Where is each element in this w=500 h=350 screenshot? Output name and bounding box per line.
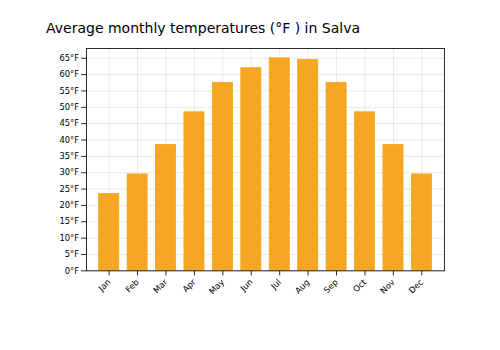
svg-text:25°F: 25°F [59, 184, 79, 194]
svg-text:45°F: 45°F [59, 118, 79, 128]
svg-text:Dec: Dec [407, 277, 426, 296]
svg-text:15°F: 15°F [59, 216, 79, 226]
svg-text:55°F: 55°F [59, 86, 79, 96]
svg-text:30°F: 30°F [59, 167, 79, 177]
html-text:Average monthly temperatures (: Average monthly temperatures (°F ) in Sa… [46, 20, 361, 36]
svg-text:60°F: 60°F [59, 69, 79, 79]
svg-text:0°F: 0°F [65, 266, 79, 276]
svg-text:May: May [207, 277, 226, 296]
svg-text:Aug: Aug [293, 277, 312, 296]
svg-text:35°F: 35°F [59, 151, 79, 161]
svg-text:10°F: 10°F [59, 233, 79, 243]
svg-text:Jun: Jun [238, 277, 255, 294]
svg-text:Jul: Jul [268, 277, 283, 292]
svg-text:Jan: Jan [96, 277, 113, 294]
svg-text:40°F: 40°F [59, 135, 79, 145]
svg-text:Feb: Feb [123, 277, 141, 295]
svg-text:Oct: Oct [351, 276, 369, 294]
svg-text:5°F: 5°F [65, 249, 79, 259]
svg-text:50°F: 50°F [59, 102, 79, 112]
svg-text:Apr: Apr [180, 277, 198, 295]
svg-text:20°F: 20°F [59, 200, 79, 210]
svg-text:Sep: Sep [322, 277, 340, 295]
svg-text:65°F: 65°F [59, 53, 79, 63]
svg-text:Mar: Mar [151, 277, 170, 296]
svg-text:Nov: Nov [378, 277, 397, 296]
